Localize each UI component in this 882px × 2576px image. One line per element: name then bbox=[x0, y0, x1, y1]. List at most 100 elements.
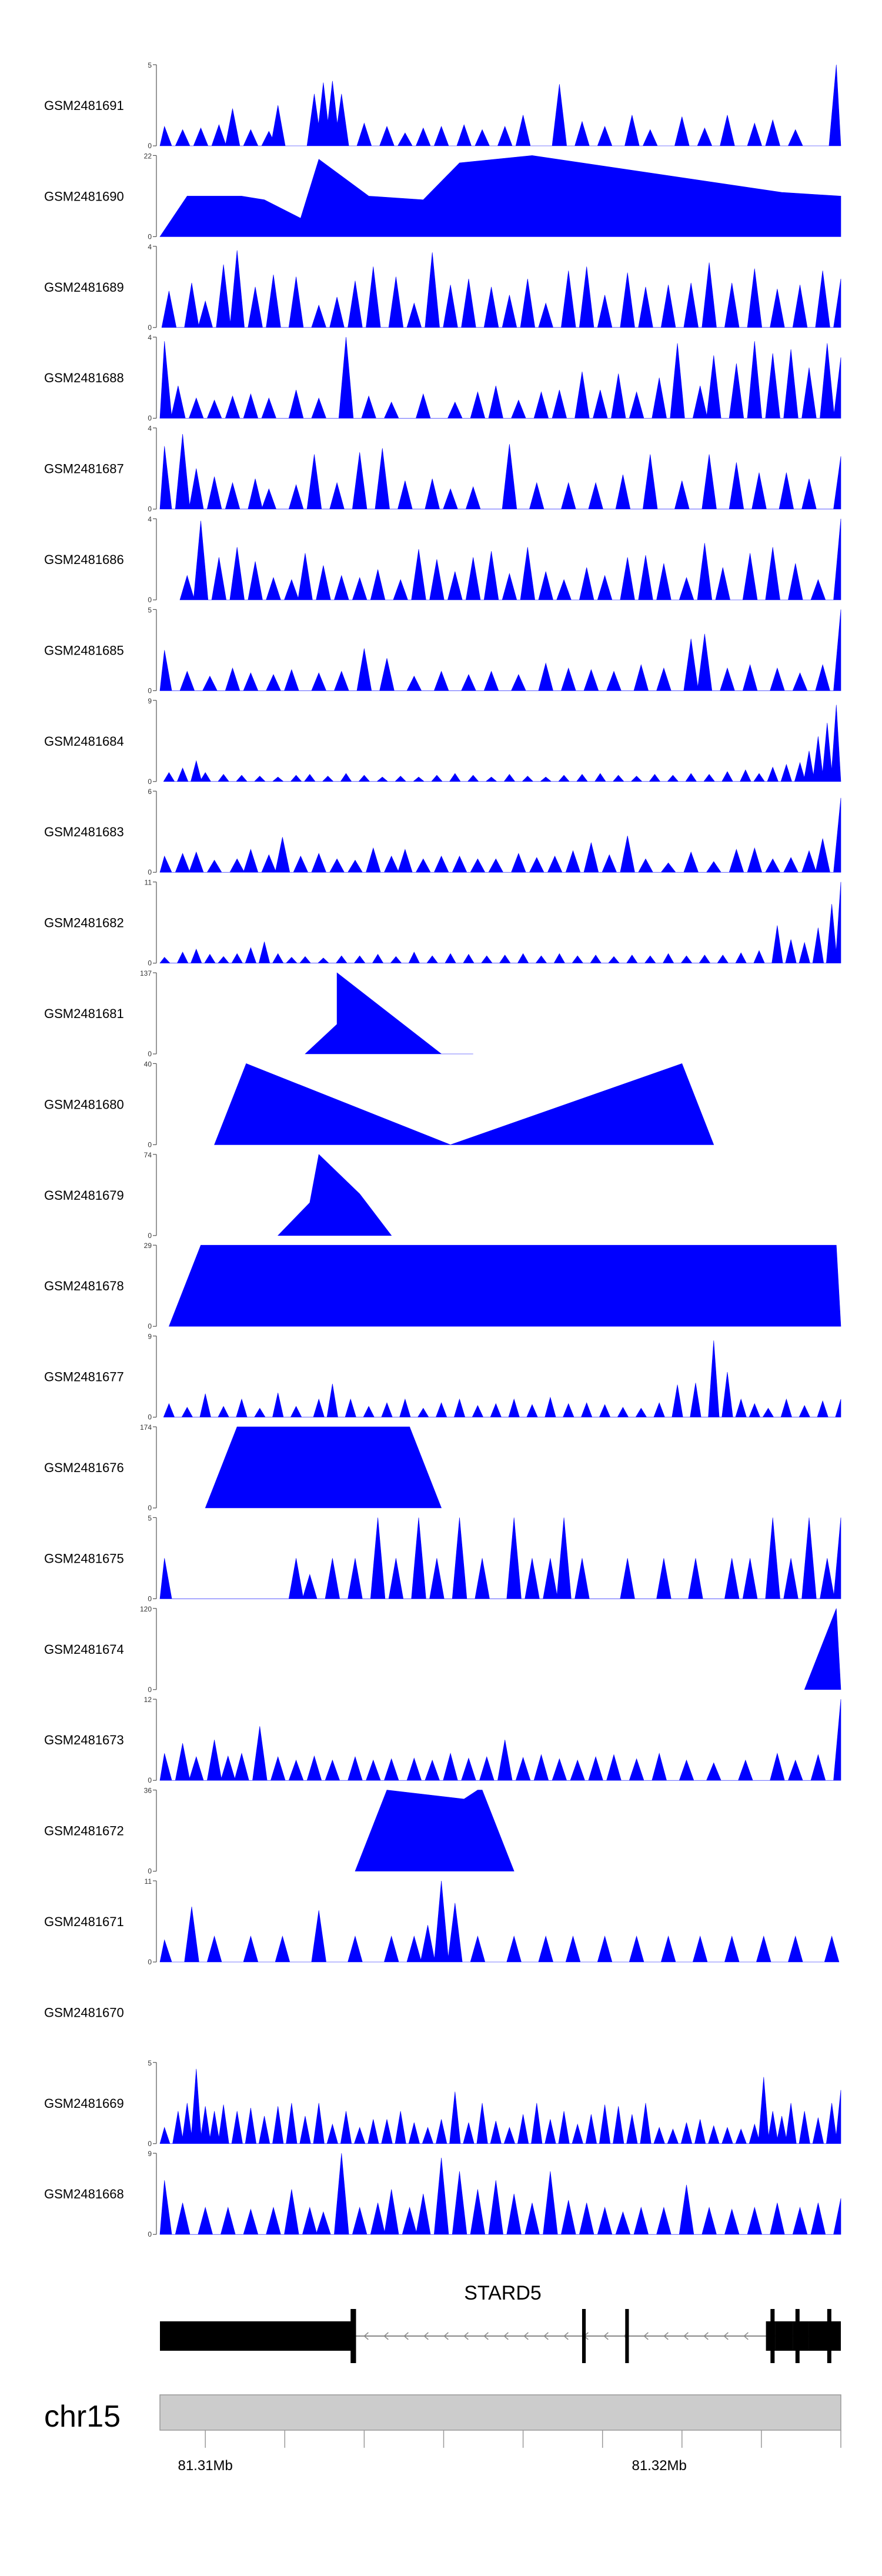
gene-model-track: STARD5 bbox=[160, 2282, 841, 2363]
strand-arrow bbox=[363, 2332, 369, 2340]
coverage-area bbox=[205, 1426, 442, 1509]
y-tick-label: 4 bbox=[148, 333, 152, 342]
y-tick-label: 0 bbox=[148, 1232, 152, 1240]
y-tick-label: 0 bbox=[148, 2140, 152, 2148]
y-tick-label: 0 bbox=[148, 596, 152, 604]
axis-tick-label: 81.32Mb bbox=[632, 2458, 686, 2474]
y-tick-label: 0 bbox=[148, 2230, 152, 2238]
gene-exon bbox=[827, 2309, 831, 2363]
strand-arrow bbox=[663, 2332, 669, 2340]
y-tick-label: 0 bbox=[148, 1958, 152, 1966]
y-tick-label: 0 bbox=[148, 1867, 152, 1876]
coverage-area bbox=[355, 1790, 514, 1871]
y-tick-label: 4 bbox=[148, 515, 152, 523]
coverage-area bbox=[159, 64, 841, 146]
track-GSM2481681: GSM2481681 137 0 bbox=[44, 969, 473, 1058]
coverage-area bbox=[159, 433, 841, 509]
y-tick-label: 0 bbox=[148, 1594, 152, 1603]
track-label: GSM2481684 bbox=[44, 734, 124, 749]
track-GSM2481689: GSM2481689 4 0 bbox=[44, 243, 841, 332]
track-GSM2481676: GSM2481676 174 0 bbox=[44, 1423, 442, 1512]
track-GSM2481684: GSM2481684 9 0 bbox=[44, 697, 841, 786]
coverage-tracks: GSM248169150GSM2481690220GSM248168940GSM… bbox=[44, 61, 841, 2238]
y-tick-label: 0 bbox=[148, 414, 152, 422]
track-label: GSM2481670 bbox=[44, 2005, 124, 2020]
coverage-area bbox=[159, 609, 841, 691]
track-GSM2481674: GSM2481674 120 0 bbox=[44, 1605, 841, 1694]
coverage-area bbox=[305, 972, 473, 1055]
y-tick-label: 5 bbox=[148, 606, 152, 614]
track-GSM2481687: GSM2481687 4 0 bbox=[44, 425, 841, 513]
strand-arrow bbox=[463, 2332, 469, 2340]
track-label: GSM2481675 bbox=[44, 1551, 124, 1566]
strand-arrow bbox=[743, 2332, 749, 2340]
gene-exon bbox=[625, 2309, 629, 2363]
coverage-area bbox=[214, 1063, 714, 1145]
y-tick-label: 0 bbox=[148, 959, 152, 967]
strand-arrow bbox=[703, 2332, 709, 2340]
coverage-area bbox=[159, 155, 841, 237]
coverage-area bbox=[277, 1154, 392, 1236]
track-label: GSM2481677 bbox=[44, 1370, 124, 1384]
gene-exon bbox=[770, 2309, 775, 2363]
coverage-area bbox=[179, 518, 841, 600]
track-label: GSM2481685 bbox=[44, 643, 124, 658]
y-tick-label: 0 bbox=[148, 323, 152, 332]
y-tick-label: 6 bbox=[148, 788, 152, 796]
gene-name-label: STARD5 bbox=[464, 2282, 542, 2304]
track-GSM2481686: GSM2481686 4 0 bbox=[44, 515, 841, 604]
strand-arrow bbox=[423, 2332, 429, 2340]
y-tick-label: 0 bbox=[148, 1322, 152, 1330]
track-GSM2481679: GSM2481679 74 0 bbox=[44, 1151, 392, 1240]
y-tick-label: 36 bbox=[144, 1787, 152, 1795]
gene-exon bbox=[582, 2309, 586, 2363]
strand-arrow bbox=[543, 2332, 549, 2340]
chromosome-label: chr15 bbox=[44, 2400, 121, 2434]
y-tick-label: 4 bbox=[148, 243, 152, 251]
y-tick-label: 9 bbox=[148, 1333, 152, 1341]
strand-arrow bbox=[443, 2332, 449, 2340]
track-GSM2481688: GSM2481688 4 0 bbox=[44, 333, 841, 422]
track-GSM2481678: GSM2481678 29 0 bbox=[44, 1242, 841, 1330]
y-tick-label: 4 bbox=[148, 425, 152, 433]
track-label: GSM2481674 bbox=[44, 1642, 124, 1657]
track-label: GSM2481672 bbox=[44, 1824, 124, 1838]
gene-exon bbox=[795, 2309, 800, 2363]
coverage-area bbox=[163, 1340, 841, 1417]
y-tick-label: 22 bbox=[144, 152, 152, 160]
y-tick-label: 0 bbox=[148, 142, 152, 150]
strand-arrow bbox=[683, 2332, 689, 2340]
track-label: GSM2481673 bbox=[44, 1733, 124, 1747]
track-GSM2481691: GSM2481691 5 0 bbox=[44, 61, 841, 150]
y-tick-label: 0 bbox=[148, 868, 152, 876]
coverage-area bbox=[159, 2153, 841, 2235]
coverage-area bbox=[159, 2068, 841, 2144]
coverage-area bbox=[159, 337, 841, 419]
track-label: GSM2481679 bbox=[44, 1188, 124, 1203]
track-GSM2481675: GSM2481675 5 0 bbox=[44, 1514, 841, 1603]
y-tick-label: 5 bbox=[148, 1514, 152, 1522]
y-tick-label: 9 bbox=[148, 2150, 152, 2158]
coverage-area bbox=[161, 250, 841, 328]
track-label: GSM2481681 bbox=[44, 1006, 124, 1021]
y-tick-label: 9 bbox=[148, 697, 152, 705]
chromosome-band bbox=[159, 2394, 841, 2431]
y-tick-label: 120 bbox=[140, 1605, 152, 1613]
coverage-area bbox=[168, 1244, 841, 1327]
track-GSM2481685: GSM2481685 5 0 bbox=[44, 606, 841, 695]
y-tick-label: 0 bbox=[148, 686, 152, 695]
coverage-area bbox=[159, 1699, 841, 1781]
y-tick-label: 5 bbox=[148, 2059, 152, 2067]
track-label: GSM2481668 bbox=[44, 2187, 124, 2201]
track-label: GSM2481686 bbox=[44, 552, 124, 567]
track-GSM2481682: GSM2481682 11 0 bbox=[44, 879, 841, 967]
strand-arrow bbox=[483, 2332, 489, 2340]
y-tick-label: 0 bbox=[148, 1050, 152, 1058]
coverage-area bbox=[804, 1608, 841, 1690]
strand-arrow bbox=[403, 2332, 409, 2340]
track-label: GSM2481671 bbox=[44, 1914, 124, 1929]
strand-arrow bbox=[643, 2332, 649, 2340]
gene-exon bbox=[784, 2321, 793, 2351]
track-GSM2481680: GSM2481680 40 0 bbox=[44, 1060, 714, 1149]
gene-exon bbox=[775, 2321, 784, 2351]
